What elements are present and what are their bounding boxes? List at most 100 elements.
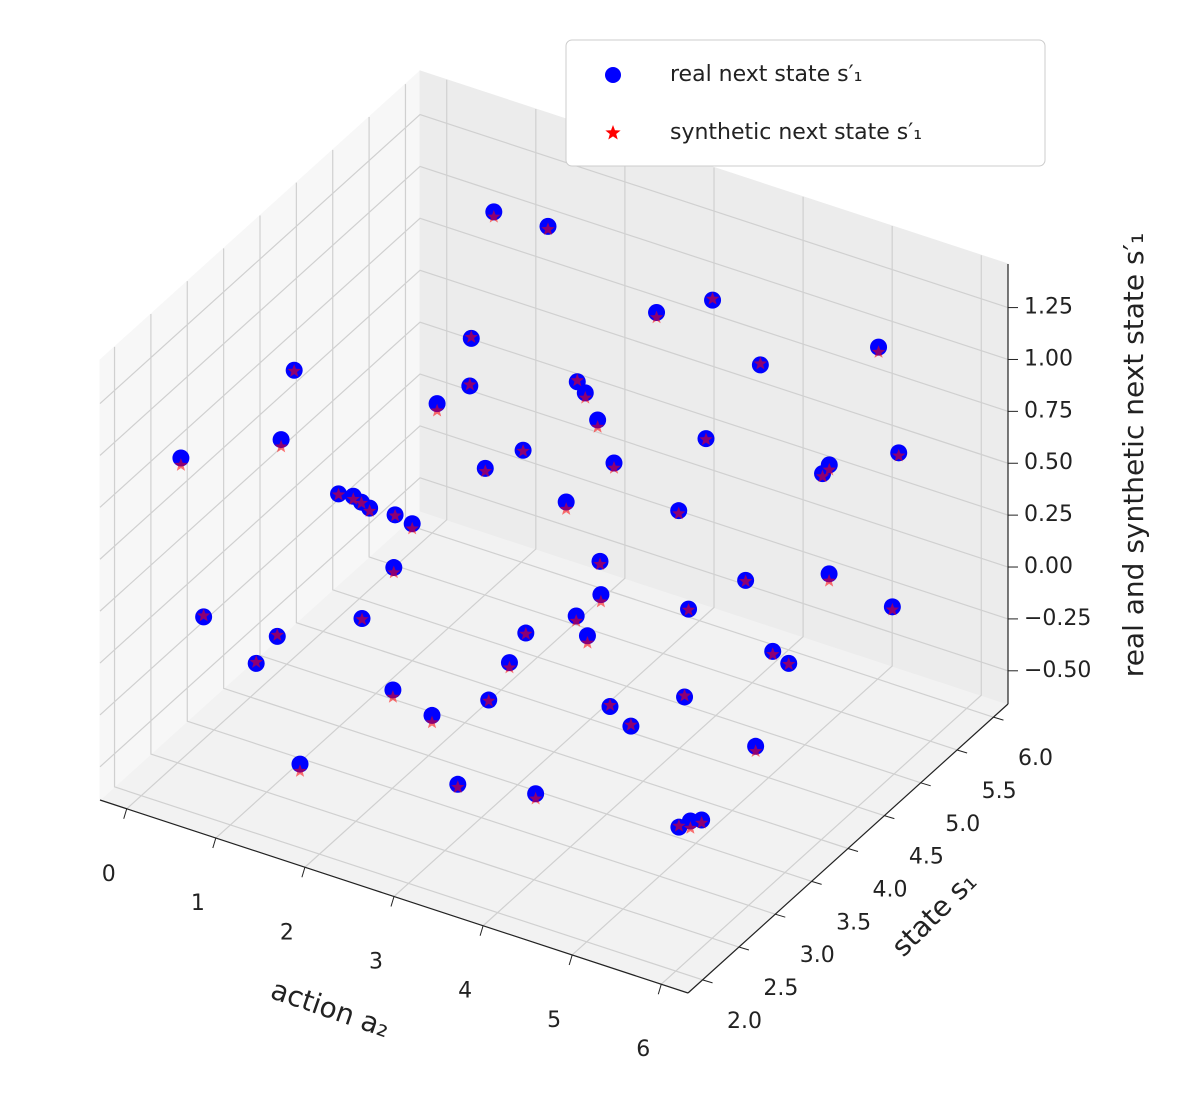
point	[528, 791, 543, 805]
points	[172, 203, 908, 836]
point	[293, 764, 307, 777]
legend-box	[565, 39, 1046, 167]
point	[569, 614, 583, 627]
grid-line	[99, 113, 1009, 405]
point	[589, 411, 607, 429]
point	[451, 780, 465, 793]
x-tick-label: 6	[636, 1037, 650, 1062]
point	[677, 688, 692, 702]
grid-line	[99, 165, 1009, 456]
grid-line	[99, 269, 1009, 560]
point	[603, 698, 617, 711]
point	[822, 573, 836, 587]
point	[815, 469, 830, 483]
y-tick-label: 3.0	[800, 943, 835, 968]
point	[592, 586, 610, 604]
axis-line	[687, 703, 1009, 994]
point	[331, 487, 346, 501]
tick-mark	[956, 749, 968, 754]
z-tick-label: −0.25	[1024, 606, 1091, 631]
x-tick-label: 5	[547, 1008, 561, 1033]
z-tick-label: 0.25	[1024, 502, 1073, 527]
grid-line	[99, 321, 1009, 612]
point	[748, 744, 763, 758]
point	[624, 717, 638, 731]
y-tick-label: 5.5	[982, 779, 1017, 804]
point	[672, 819, 686, 832]
point	[384, 681, 402, 699]
z-tick-label: 0.75	[1024, 398, 1073, 423]
point	[388, 508, 402, 522]
x-tick-label: 0	[102, 862, 116, 887]
point	[172, 449, 190, 467]
point	[428, 395, 446, 413]
point	[478, 464, 492, 478]
point	[516, 444, 530, 457]
point	[541, 222, 555, 236]
point	[463, 377, 477, 391]
point	[270, 628, 284, 641]
legend-label: synthetic next state s′₁	[670, 120, 922, 145]
point	[249, 655, 263, 668]
point	[681, 812, 699, 830]
point	[782, 657, 796, 670]
point	[694, 815, 709, 829]
y-tick-label: 2.0	[727, 1009, 762, 1034]
x-tick-label: 2	[280, 920, 294, 945]
point	[559, 502, 573, 515]
point	[355, 612, 369, 626]
grid-line	[304, 138, 626, 868]
grid-line	[660, 255, 982, 985]
tick-mark	[212, 837, 217, 849]
point	[705, 292, 720, 305]
point	[578, 390, 592, 404]
tick-mark	[657, 984, 662, 995]
point	[291, 755, 309, 773]
z-tick-label: 1.00	[1024, 346, 1073, 371]
tick-mark	[811, 880, 822, 885]
tick-mark	[884, 815, 895, 820]
z-tick-label: 1.25	[1024, 295, 1073, 320]
point	[590, 420, 605, 433]
point	[557, 493, 575, 511]
point	[272, 431, 290, 449]
point	[649, 310, 664, 324]
point	[892, 448, 906, 462]
z-axis-label: real and synthetic next state s′₁	[1117, 233, 1150, 677]
point	[502, 660, 517, 674]
point	[699, 432, 713, 446]
point	[423, 706, 441, 724]
point	[362, 504, 377, 517]
grid-line	[99, 373, 1009, 664]
y-tick-label: 5.0	[945, 812, 980, 837]
axis-line	[99, 799, 689, 994]
z-tick-label: 0.00	[1024, 554, 1073, 579]
x-tick-label: 3	[369, 950, 383, 975]
point	[578, 627, 596, 645]
grid-line	[482, 196, 804, 927]
point	[425, 715, 439, 729]
x-axis-label: action a₂	[267, 973, 395, 1044]
legend: real next state s′₁ synthetic next state …	[565, 39, 1046, 167]
point	[594, 594, 608, 608]
point	[580, 635, 595, 649]
legend-label: real next state s′₁	[670, 62, 862, 87]
y-tick-label: 6.0	[1018, 746, 1053, 771]
tick-mark	[738, 946, 750, 951]
point	[681, 603, 696, 616]
point	[346, 492, 360, 505]
point	[387, 565, 401, 579]
grid-line	[126, 79, 448, 810]
tick-mark	[301, 867, 306, 878]
point	[487, 209, 501, 223]
point	[570, 373, 584, 387]
tick-mark	[775, 913, 786, 918]
point	[672, 506, 686, 520]
point	[820, 565, 838, 583]
z-tick-label: 0.50	[1024, 450, 1073, 475]
point	[519, 626, 533, 640]
grid-line	[99, 477, 1009, 768]
grid-line	[99, 217, 1009, 508]
point	[766, 647, 780, 661]
z-tick-label: −0.50	[1024, 658, 1091, 683]
